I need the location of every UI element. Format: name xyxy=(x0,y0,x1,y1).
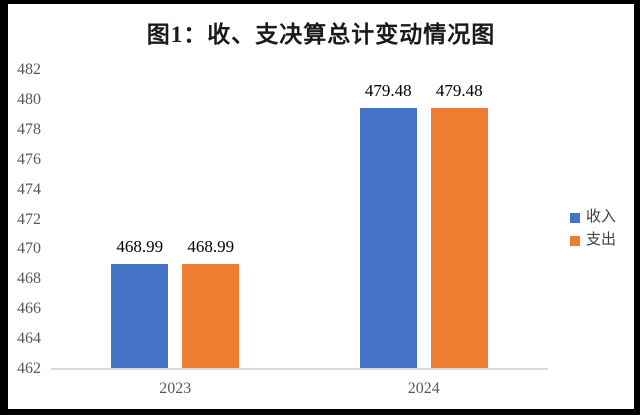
legend-label: 支出 xyxy=(586,232,617,248)
x-category-label: 2024 xyxy=(407,380,440,397)
y-tick-label: 472 xyxy=(17,210,41,228)
value-label: 479.48 xyxy=(435,80,483,100)
y-tick-label: 466 xyxy=(17,300,41,318)
bar-收入-2024 xyxy=(359,107,417,368)
legend-label: 收入 xyxy=(586,209,617,225)
bar-支出-2023 xyxy=(182,264,240,368)
y-tick-label: 474 xyxy=(17,180,41,198)
legend-item-收入: 收入 xyxy=(570,206,616,229)
value-label: 479.48 xyxy=(364,80,412,100)
value-label: 468.99 xyxy=(187,237,235,257)
legend-item-支出: 支出 xyxy=(570,229,616,252)
y-tick-label: 480 xyxy=(17,90,41,108)
legend-swatch-icon xyxy=(570,235,580,246)
y-tick-label: 470 xyxy=(17,240,41,258)
y-tick-label: 482 xyxy=(17,61,41,78)
value-label: 468.99 xyxy=(116,237,164,257)
legend-swatch-icon xyxy=(570,212,580,223)
bar-收入-2023 xyxy=(111,264,169,368)
y-tick-label: 478 xyxy=(17,120,41,138)
y-tick-label: 464 xyxy=(17,330,41,348)
chart-title: 图1：收、支决算总计变动情况图 xyxy=(146,22,496,47)
y-tick-label: 468 xyxy=(17,270,41,288)
x-axis-line xyxy=(51,368,548,370)
y-tick-label: 476 xyxy=(17,150,41,168)
bar-支出-2024 xyxy=(430,107,488,368)
y-tick-label: 462 xyxy=(17,360,41,377)
legend: 收入 支出 xyxy=(570,206,616,252)
x-category-label: 2023 xyxy=(159,380,192,397)
